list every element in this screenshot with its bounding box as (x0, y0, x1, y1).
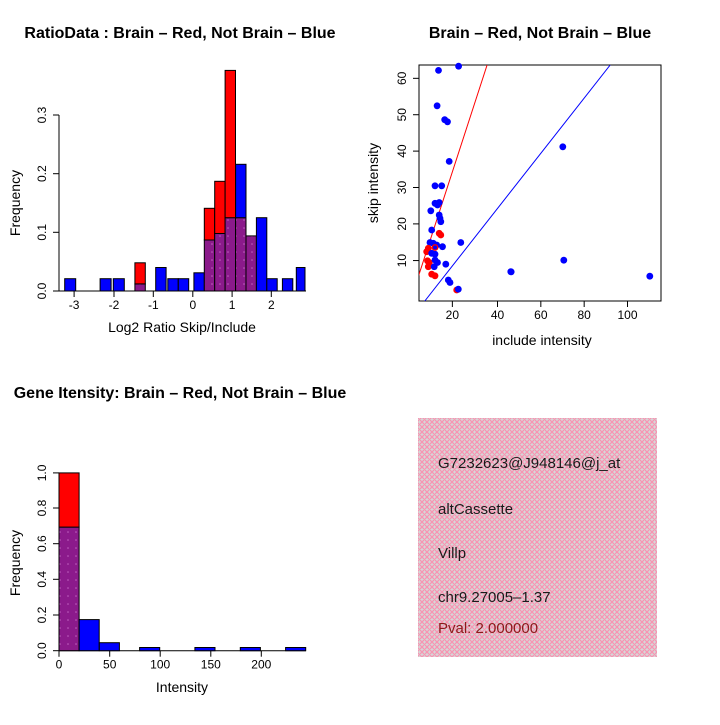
svg-text:0.4: 0.4 (35, 571, 49, 588)
svg-text:0.0: 0.0 (35, 282, 49, 299)
svg-text:10: 10 (395, 254, 409, 268)
svg-text:1.0: 1.0 (35, 464, 49, 481)
svg-text:chr9.27005–1.37: chr9.27005–1.37 (438, 589, 551, 606)
svg-text:150: 150 (201, 658, 221, 672)
svg-text:40: 40 (395, 144, 409, 158)
svg-text:G7232623@J948146@j_at: G7232623@J948146@j_at (438, 455, 621, 472)
svg-text:-2: -2 (109, 298, 120, 312)
svg-text:Gene Itensity: Brain – Red, No: Gene Itensity: Brain – Red, Not Brain – … (14, 385, 347, 402)
svg-text:2: 2 (268, 298, 275, 312)
svg-text:80: 80 (577, 308, 591, 322)
svg-text:altCassette: altCassette (438, 501, 513, 518)
svg-text:50: 50 (103, 658, 117, 672)
svg-text:1: 1 (229, 298, 236, 312)
svg-text:0.1: 0.1 (35, 224, 49, 241)
svg-text:100: 100 (150, 658, 170, 672)
svg-text:-1: -1 (148, 298, 159, 312)
svg-text:50: 50 (395, 108, 409, 122)
svg-text:20: 20 (395, 217, 409, 231)
svg-text:0: 0 (189, 298, 196, 312)
svg-text:Frequency: Frequency (7, 170, 23, 236)
svg-text:-3: -3 (69, 298, 80, 312)
svg-text:0.3: 0.3 (35, 106, 49, 123)
svg-text:Log2 Ratio Skip/Include: Log2 Ratio Skip/Include (108, 319, 256, 335)
svg-text:Intensity: Intensity (156, 679, 208, 695)
svg-text:30: 30 (395, 181, 409, 195)
svg-text:Villp: Villp (438, 545, 466, 562)
svg-text:Brain – Red, Not Brain – Blue: Brain – Red, Not Brain – Blue (429, 25, 651, 42)
svg-text:60: 60 (395, 71, 409, 85)
svg-text:Pval: 2.000000: Pval: 2.000000 (438, 620, 538, 637)
svg-text:40: 40 (491, 308, 505, 322)
svg-text:RatioData : Brain – Red, Not B: RatioData : Brain – Red, Not Brain – Blu… (24, 25, 335, 42)
svg-text:0.6: 0.6 (35, 535, 49, 552)
svg-text:0: 0 (56, 658, 63, 672)
svg-text:60: 60 (534, 308, 548, 322)
svg-text:20: 20 (446, 308, 460, 322)
svg-text:200: 200 (251, 658, 271, 672)
svg-text:0.2: 0.2 (35, 165, 49, 182)
svg-text:0.0: 0.0 (35, 642, 49, 659)
svg-text:skip intensity: skip intensity (365, 143, 381, 223)
svg-text:100: 100 (617, 308, 637, 322)
svg-text:Frequency: Frequency (7, 530, 23, 596)
svg-text:0.2: 0.2 (35, 606, 49, 623)
svg-text:include intensity: include intensity (492, 332, 592, 348)
svg-text:0.8: 0.8 (35, 499, 49, 516)
